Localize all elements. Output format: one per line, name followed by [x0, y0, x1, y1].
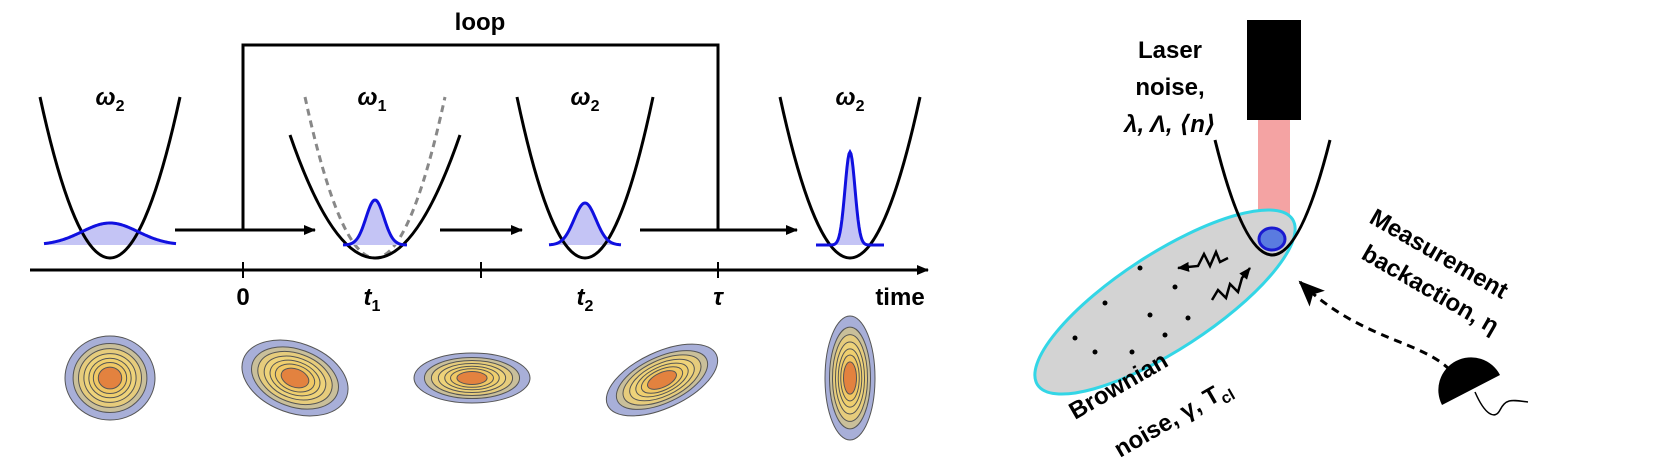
potential: [38, 96, 182, 260]
tick-label: 0: [236, 284, 249, 311]
potential: [515, 96, 655, 260]
laser-beam: [1258, 120, 1290, 225]
detector-wire: [1474, 391, 1529, 416]
wavepacket-fill: [343, 200, 407, 245]
wavepacket: [342, 198, 408, 247]
kick-arrow: [1210, 267, 1251, 301]
tick-label: t2: [577, 284, 594, 315]
well-label: ω2: [96, 84, 125, 115]
loop-label: loop: [455, 9, 506, 36]
wavepacket: [816, 148, 884, 247]
kick-arrow: [1177, 248, 1229, 272]
well-label: ω2: [836, 84, 865, 115]
wavepacket: [43, 221, 177, 246]
potential: [778, 96, 922, 260]
loop-bracket: [241, 43, 720, 230]
trap-potential: [1213, 139, 1332, 257]
well-label: ω1: [358, 84, 387, 115]
wells: [38, 96, 922, 260]
wavepacket-fill: [549, 203, 621, 245]
contour: [97, 366, 123, 390]
laser-label: Laser: [1138, 37, 1202, 64]
laser-label: noise,: [1135, 74, 1204, 101]
wavepacket-fill: [816, 152, 884, 245]
contour: [647, 370, 677, 390]
laser: [1247, 20, 1301, 120]
contour: [280, 367, 310, 389]
contour: [456, 371, 488, 385]
detector: [1438, 357, 1500, 405]
backaction-arrow: [1298, 280, 1452, 372]
laser-label: λ, Λ, ⟨n⟩: [1122, 111, 1216, 138]
potential: [288, 134, 462, 260]
well-label: ω2: [571, 84, 600, 115]
tick-label: τ: [713, 284, 724, 311]
phase-space-ellipses: [64, 315, 876, 441]
bath: [1033, 208, 1297, 396]
contour: [843, 361, 857, 395]
wavepacket-fill: [44, 223, 176, 245]
wavepacket: [548, 201, 622, 247]
particle: [1257, 226, 1287, 252]
axis-label: time: [875, 284, 924, 311]
tick-label: t1: [364, 284, 381, 315]
bath-particles: [1072, 265, 1191, 355]
